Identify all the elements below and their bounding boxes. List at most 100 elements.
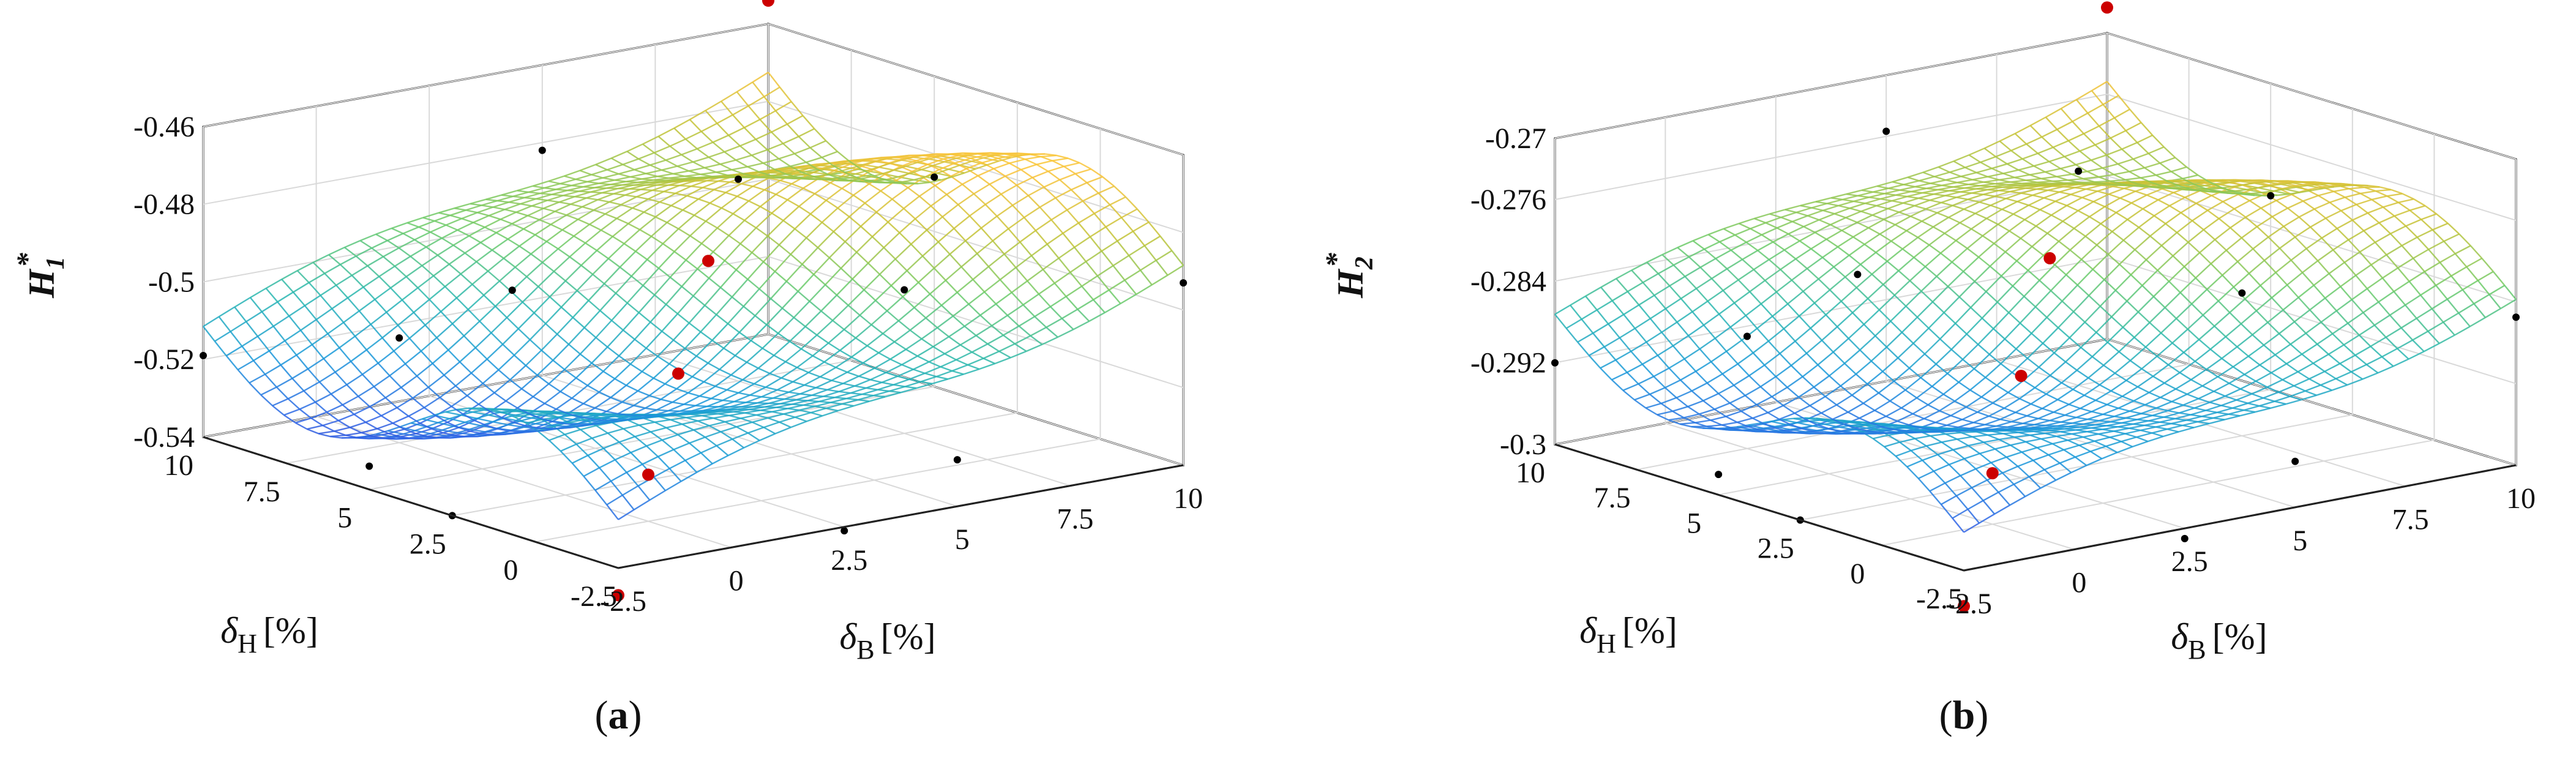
surface-mesh-segment: [1669, 285, 1682, 299]
surface-mesh-segment: [556, 408, 568, 414]
surface-mesh-segment: [2114, 372, 2127, 381]
surface-mesh-segment: [999, 279, 1013, 293]
surface-mesh-segment: [2157, 192, 2174, 201]
surface-mesh-segment: [2133, 392, 2150, 402]
response-surface: [1554, 81, 2517, 533]
surface-mesh-segment: [297, 261, 314, 272]
surface-mesh-segment: [436, 323, 453, 338]
surface-mesh-segment: [307, 428, 319, 435]
surface-mesh-segment: [623, 312, 640, 331]
surface-mesh-segment: [1879, 224, 1896, 235]
surface-mesh-segment: [1619, 327, 1636, 338]
surface-mesh-segment: [1797, 420, 1809, 424]
surface-mesh-segment: [1983, 193, 1995, 197]
surface-mesh-segment: [2439, 253, 2456, 263]
surface-mesh-segment: [1834, 213, 1846, 219]
surface-mesh-segment: [523, 409, 534, 412]
surface-mesh-segment: [638, 421, 655, 426]
surface-mesh-segment: [350, 427, 362, 433]
surface-mesh-segment: [918, 282, 930, 295]
surface-mesh-segment: [2240, 388, 2252, 395]
surface-mesh-segment: [1630, 341, 1647, 353]
surface-mesh-segment: [1895, 449, 1912, 457]
surface-mesh-segment: [507, 238, 520, 247]
surface-mesh-segment: [521, 374, 538, 390]
surface-mesh-segment: [1903, 184, 1915, 188]
surface-mesh-segment: [312, 333, 329, 345]
surface-mesh-segment: [1695, 419, 1711, 424]
surface-mesh-segment: [434, 214, 451, 222]
surface-mesh-segment: [561, 290, 578, 308]
surface-mesh-segment: [1827, 198, 1843, 204]
surface-mesh-segment: [2083, 433, 2099, 438]
surface-mesh-segment: [2095, 390, 2112, 402]
surface-mesh-segment: [507, 228, 524, 240]
surface-mesh-segment: [1035, 219, 1052, 231]
surface-mesh-segment: [1112, 265, 1126, 281]
surface-mesh-segment: [765, 406, 777, 408]
surface-mesh-segment: [763, 421, 780, 428]
x-tick-label: 0: [729, 564, 744, 597]
surface-mesh-segment: [668, 468, 682, 482]
surface-mesh-segment: [755, 212, 773, 229]
surface-mesh-segment: [677, 429, 694, 436]
surface-mesh-segment: [913, 361, 930, 370]
surface-mesh-segment: [1849, 203, 1866, 209]
surface-mesh-segment: [2166, 428, 2179, 433]
surface-mesh-segment: [2076, 269, 2094, 286]
surface-mesh-segment: [929, 293, 942, 306]
surface-mesh-segment: [936, 370, 953, 378]
surface-mesh-segment: [2069, 236, 2086, 251]
z-label-subscript: 1: [42, 256, 70, 269]
surface-mesh-segment: [684, 452, 702, 462]
surface-mesh-segment: [386, 312, 399, 326]
surface-mesh-segment: [1937, 454, 1950, 465]
surface-mesh-segment: [2111, 219, 2129, 233]
surface-mesh-segment: [353, 413, 366, 423]
surface-mesh-segment: [1963, 208, 1976, 214]
surface-mesh-segment: [2164, 292, 2181, 308]
surface-mesh-segment: [408, 415, 421, 424]
surface-mesh-segment: [689, 119, 702, 132]
surface-mesh-segment: [1600, 278, 1617, 288]
surface-mesh-segment: [430, 231, 443, 239]
surface-mesh-segment: [936, 376, 948, 380]
surface-mesh-segment: [1845, 217, 1858, 223]
surface-mesh-segment: [367, 256, 384, 267]
surface-mesh-segment: [1807, 267, 1819, 280]
surface-mesh-segment: [1882, 357, 1899, 372]
surface-mesh-segment: [1966, 333, 1979, 345]
surface-mesh-segment: [579, 337, 597, 355]
surface-mesh-segment: [1933, 463, 1950, 472]
surface-mesh-segment: [739, 138, 757, 147]
surface-mesh-segment: [890, 285, 904, 297]
surface-mesh-segment: [1996, 301, 2010, 313]
surface-mesh-segment: [594, 397, 612, 409]
surface-mesh-segment: [1868, 219, 1884, 229]
surface-mesh-segment: [790, 165, 803, 173]
surface-mesh-segment: [403, 433, 419, 438]
surface-mesh-segment: [1977, 402, 1994, 413]
surface-mesh-segment: [612, 414, 625, 417]
surface-mesh-segment: [2318, 190, 2334, 196]
surface-mesh-segment: [1979, 195, 1995, 203]
surface-mesh-segment: [1733, 375, 1750, 386]
surface-mesh-segment: [2138, 296, 2154, 313]
surface-mesh-segment: [736, 195, 749, 202]
surface-mesh-segment: [439, 385, 457, 398]
surface-mesh-segment: [277, 301, 290, 316]
surface-mesh-segment: [874, 158, 886, 163]
surface-mesh-segment: [2091, 81, 2108, 92]
surface-mesh-segment: [575, 443, 589, 456]
surface-mesh-segment: [972, 351, 984, 359]
experimental-point: [642, 468, 654, 481]
surface-mesh-segment: [1554, 313, 1567, 329]
surface-mesh-segment: [2146, 245, 2162, 261]
surface-mesh-segment: [960, 266, 974, 280]
surface-mesh-segment: [533, 185, 545, 189]
surface-mesh-segment: [505, 388, 522, 402]
surface-mesh-segment: [787, 114, 804, 125]
surface-mesh-segment: [1136, 284, 1153, 295]
surface-mesh-segment: [698, 189, 715, 200]
surface-mesh-segment: [2081, 244, 2098, 260]
